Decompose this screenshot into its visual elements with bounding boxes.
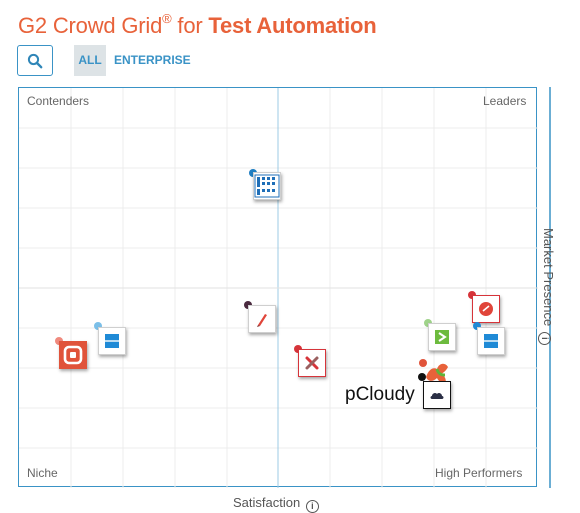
red-circle-icon xyxy=(479,302,493,316)
registered-mark: ® xyxy=(162,10,172,26)
grid-lines xyxy=(19,88,538,488)
product-logo-window[interactable] xyxy=(98,327,126,355)
product-logo-green-arrow[interactable] xyxy=(428,323,456,351)
product-logo-at[interactable] xyxy=(59,341,87,369)
title-for: for xyxy=(171,13,209,38)
arrow-box-icon xyxy=(435,330,449,344)
product-marker-dot[interactable] xyxy=(418,373,426,381)
product-logo-tools[interactable] xyxy=(298,349,326,377)
filter-enterprise-tab[interactable]: ENTERPRISE xyxy=(114,53,191,67)
info-icon[interactable]: i xyxy=(305,500,319,513)
at-sign-icon xyxy=(63,345,83,365)
window-icon xyxy=(484,334,498,348)
satisfaction-label: Satisfaction xyxy=(233,495,301,510)
search-button[interactable] xyxy=(17,45,53,76)
product-marker-dot[interactable] xyxy=(419,359,427,367)
product-marker-dot[interactable] xyxy=(94,322,102,330)
tools-icon xyxy=(305,356,319,370)
search-icon xyxy=(27,53,43,69)
product-logo-pen[interactable] xyxy=(248,305,276,333)
info-icon[interactable]: i xyxy=(538,331,551,345)
microfocus-logo-icon xyxy=(254,174,280,198)
page-title: G2 Crowd Grid® for Test Automation xyxy=(18,10,377,39)
x-axis-label: Satisfaction i xyxy=(233,495,319,513)
product-marker-dot[interactable] xyxy=(473,322,481,330)
title-prefix: G2 Crowd Grid xyxy=(18,13,163,38)
market-presence-label: Market Presence xyxy=(541,228,556,327)
quadrant-leaders: Leaders xyxy=(483,94,527,108)
quadrant-contenders: Contenders xyxy=(27,94,90,108)
y-axis-label: Market Presence i xyxy=(538,228,556,345)
product-logo-splash[interactable] xyxy=(423,359,451,387)
product-logo-window-right[interactable] xyxy=(477,327,505,355)
cloud-icon xyxy=(430,392,444,399)
market-presence-axis-line xyxy=(549,87,551,488)
quadrant-high-performers: High Performers xyxy=(435,466,523,480)
quadrant-niche: Niche xyxy=(27,466,58,480)
crowd-grid xyxy=(18,87,538,488)
pen-icon xyxy=(257,314,267,327)
filter-all-tab[interactable]: ALL xyxy=(74,45,106,76)
title-category: Test Automation xyxy=(208,13,377,38)
product-logo-pcloudy[interactable] xyxy=(423,381,451,409)
splash-icon xyxy=(426,363,448,384)
pcloudy-label[interactable]: pCloudy xyxy=(345,384,415,405)
window-icon xyxy=(105,334,119,348)
product-logo-red-circle[interactable] xyxy=(472,295,500,323)
product-logo-microfocus[interactable] xyxy=(253,172,281,200)
